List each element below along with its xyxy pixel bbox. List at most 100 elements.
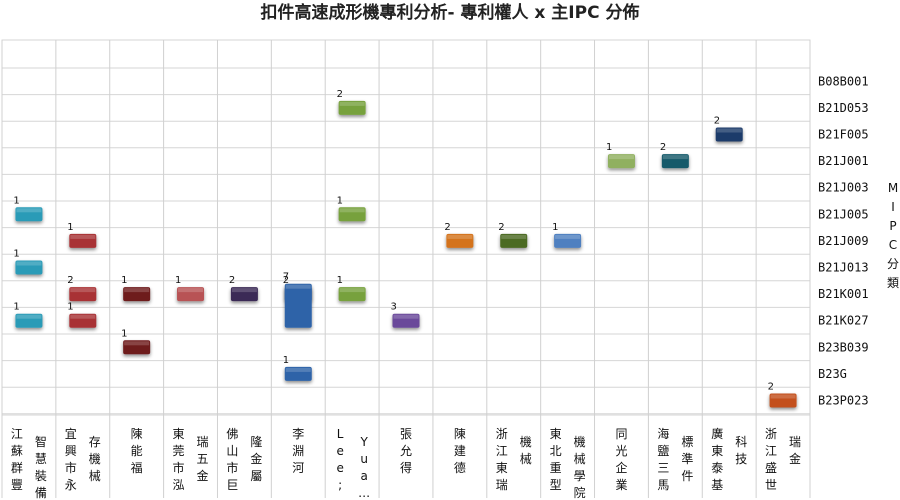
data-mark-highlight bbox=[555, 234, 581, 239]
data-label: 2 bbox=[660, 142, 666, 153]
x-tick-label-char: 北 bbox=[550, 444, 562, 458]
x-tick-label-char: 泰 bbox=[711, 461, 723, 475]
x-tick-label-char: 機 bbox=[574, 434, 586, 449]
data-mark bbox=[15, 207, 43, 222]
y-axis-labels: B08B001 B21D053 B21F005 B21J001 B21J003 B21J0… bbox=[818, 74, 869, 407]
data-mark-highlight bbox=[16, 261, 42, 266]
data-label: 2 bbox=[714, 116, 720, 127]
y-tick-label: B21K001 bbox=[818, 287, 869, 301]
data-label: 2 bbox=[337, 89, 343, 100]
x-tick-label-char: 慧 bbox=[35, 451, 47, 466]
x-tick-label-char: 河 bbox=[292, 461, 304, 475]
x-tick-label: 存機械 bbox=[89, 435, 101, 483]
x-tick-label-char: a bbox=[360, 469, 367, 483]
x-tick-label: 瑞五金 bbox=[197, 435, 209, 483]
x-tick-label-char: 瑞 bbox=[789, 435, 801, 449]
data-mark bbox=[69, 233, 97, 248]
data-mark-highlight bbox=[285, 284, 311, 289]
data-mark bbox=[123, 287, 151, 302]
x-tick-label-char: 張 bbox=[400, 427, 412, 441]
data-mark bbox=[338, 287, 366, 302]
x-tick-label-char: 標 bbox=[681, 435, 693, 449]
y-tick-label: B21F005 bbox=[818, 128, 869, 142]
x-tick-label-char: 金 bbox=[250, 451, 262, 466]
x-tick-label-char: 備 bbox=[35, 485, 47, 500]
x-tick-label-char: ; bbox=[338, 478, 342, 492]
x-tick-label-char: 三 bbox=[657, 461, 669, 475]
data-label: 7 bbox=[283, 272, 289, 283]
x-tick-label-char: 光 bbox=[615, 444, 627, 458]
y-tick-label: B21K027 bbox=[818, 314, 869, 328]
x-tick-label-char: 陳 bbox=[131, 427, 143, 441]
x-tick-label-char: 金 bbox=[197, 468, 209, 483]
x-tick-label-char: 能 bbox=[131, 444, 143, 458]
y-tick-label: B08B001 bbox=[818, 74, 869, 88]
data-label: 2 bbox=[67, 275, 73, 286]
data-mark-highlight bbox=[339, 288, 365, 293]
data-mark bbox=[69, 313, 97, 328]
x-tick-label-char: 鹽 bbox=[657, 443, 669, 458]
grid bbox=[1, 39, 811, 498]
data-mark bbox=[15, 313, 43, 328]
data-label: 3 bbox=[391, 302, 397, 313]
x-tick-label: 標準件 bbox=[681, 435, 693, 483]
y-tick-label: B21J005 bbox=[818, 207, 869, 221]
y-tick-label: B21J013 bbox=[818, 261, 869, 275]
data-mark-highlight bbox=[339, 101, 365, 106]
x-tick-label-char: 準 bbox=[681, 451, 693, 466]
x-axis-labels: 江蘇群豐智慧裝備宜興市永存機械陳能福東莞市泓瑞五金佛山市巨隆金屬李淵河Lee;Y… bbox=[11, 426, 801, 500]
data-mark-highlight bbox=[124, 341, 150, 346]
x-tick-label-char: 盛 bbox=[765, 460, 777, 475]
x-tick-label: Yua… bbox=[358, 435, 370, 500]
data-label: 1 bbox=[67, 302, 73, 313]
x-tick-label-char: 宜 bbox=[65, 426, 77, 441]
x-tick-label: Lee; bbox=[336, 427, 343, 492]
y-axis-title-char: C bbox=[889, 238, 897, 252]
x-tick-label-char: 屬 bbox=[250, 469, 262, 483]
x-tick-label-char: Y bbox=[359, 435, 368, 449]
x-tick-label-char: 重 bbox=[550, 461, 562, 475]
x-tick-label: 隆金屬 bbox=[250, 434, 262, 483]
x-tick-label-char: 金 bbox=[789, 451, 801, 466]
data-mark bbox=[607, 154, 635, 169]
x-tick-label-char: e bbox=[336, 461, 343, 475]
data-mark-highlight bbox=[124, 288, 150, 293]
x-tick-label-char: 市 bbox=[226, 460, 238, 475]
y-tick-label: B21J001 bbox=[818, 154, 869, 168]
x-tick-label-char: 豐 bbox=[11, 478, 23, 492]
x-tick-label-char: 允 bbox=[400, 443, 412, 458]
x-tick-label-char: 市 bbox=[173, 460, 185, 475]
x-tick-label-char: 械 bbox=[520, 451, 532, 466]
data-label: 1 bbox=[13, 302, 19, 313]
x-tick-label: 李淵河 bbox=[292, 426, 304, 475]
data-label: 1 bbox=[606, 142, 612, 153]
x-tick-label-char: 技 bbox=[735, 452, 747, 466]
data-mark-highlight bbox=[178, 288, 204, 293]
x-tick-label-char: 江 bbox=[765, 444, 777, 458]
data-mark bbox=[500, 233, 528, 248]
x-tick-label: 瑞金 bbox=[789, 435, 801, 466]
x-tick-label-char: 莞 bbox=[173, 444, 185, 458]
x-tick-label-char: 同 bbox=[615, 427, 627, 441]
data-mark-highlight bbox=[716, 128, 742, 133]
x-tick-label-char: 基 bbox=[711, 478, 723, 492]
x-tick-label-char: 海 bbox=[657, 426, 669, 441]
x-tick-label-char: 群 bbox=[11, 461, 23, 475]
data-label: 1 bbox=[121, 275, 127, 286]
x-tick-label-char: 得 bbox=[400, 460, 412, 475]
x-tick-label-char: 馬 bbox=[657, 478, 669, 492]
x-tick-label: 陳能福 bbox=[131, 427, 143, 475]
data-mark-highlight bbox=[501, 234, 527, 239]
data-label: 1 bbox=[121, 328, 127, 339]
x-tick-label: 張允得 bbox=[400, 427, 412, 475]
data-mark bbox=[661, 154, 689, 169]
x-tick-label-char: 東 bbox=[550, 427, 562, 441]
x-tick-label-char: L bbox=[337, 427, 344, 441]
